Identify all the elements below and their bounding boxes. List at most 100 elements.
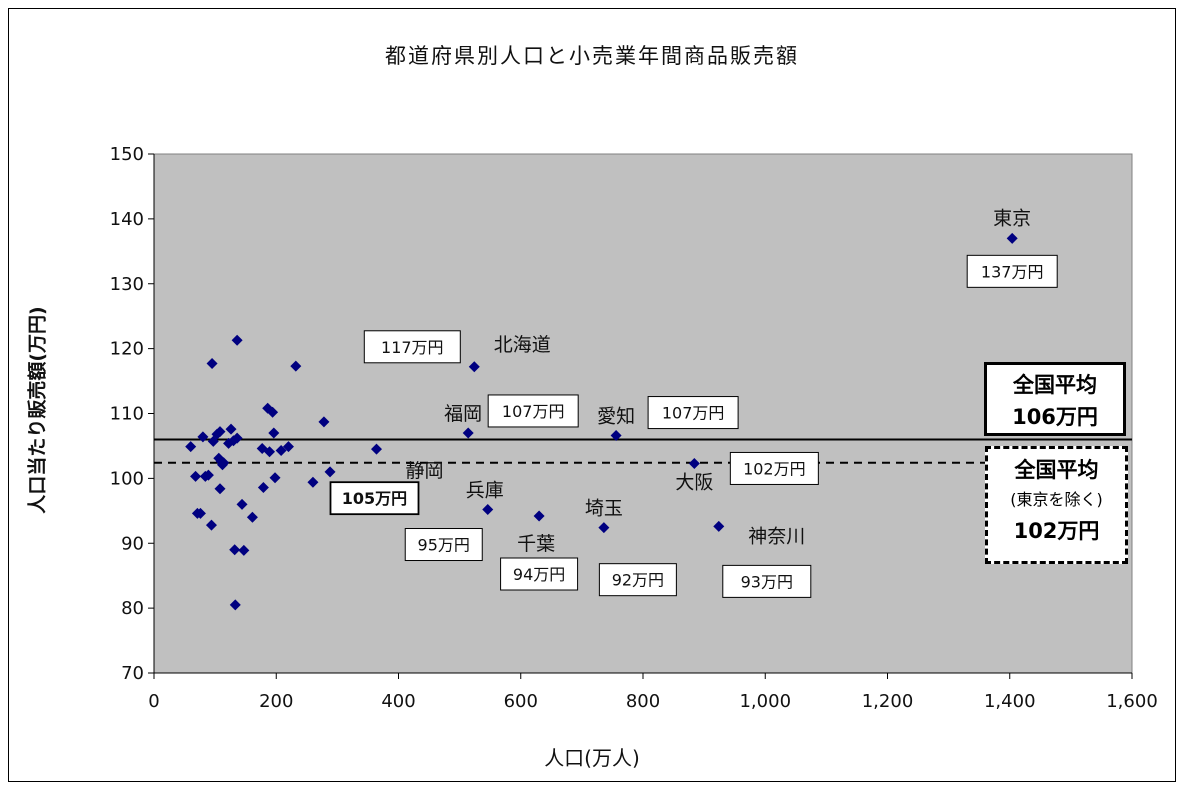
x-axis-title: 人口(万人)	[544, 746, 640, 770]
point-name-label: 大阪	[675, 471, 713, 493]
data-point	[197, 431, 209, 443]
value-label-box	[966, 254, 1058, 288]
x-tick-label: 0	[148, 691, 159, 712]
value-label-box	[404, 528, 483, 562]
y-tick-label: 80	[121, 598, 144, 619]
average-excl-title: 全国平均	[1014, 458, 1099, 482]
data-point	[324, 466, 336, 478]
value-label-box	[647, 396, 739, 430]
value-label-text: 107万円	[502, 402, 565, 421]
data-point	[218, 457, 230, 469]
data-point	[290, 360, 302, 372]
point-name-label: 北海道	[494, 334, 551, 356]
data-point	[246, 511, 258, 523]
y-tick-label: 70	[121, 663, 144, 684]
average-excl-value: 102万円	[1013, 519, 1100, 543]
y-tick-label: 150	[110, 144, 144, 165]
point-name-label: 千葉	[517, 533, 555, 555]
data-points	[185, 232, 1018, 611]
point-name-label: 東京	[993, 207, 1031, 229]
data-point	[307, 476, 319, 488]
x-tick-label: 400	[381, 691, 415, 712]
data-point	[236, 498, 248, 510]
data-point	[225, 423, 237, 435]
x-tick-label: 800	[626, 691, 660, 712]
point-name-label: 静岡	[405, 460, 443, 482]
point-name-label: 神奈川	[748, 525, 805, 547]
data-point	[202, 469, 214, 481]
value-label-box	[487, 394, 579, 428]
data-point	[206, 358, 218, 370]
data-point	[205, 519, 217, 531]
data-point	[610, 430, 622, 442]
data-point	[318, 416, 330, 428]
data-point	[214, 426, 226, 438]
value-label-text: 94万円	[513, 565, 565, 584]
data-point	[268, 427, 280, 439]
data-point	[231, 432, 243, 444]
x-tick-label: 600	[504, 691, 538, 712]
data-point	[482, 504, 494, 516]
value-label-text: 95万円	[418, 536, 470, 555]
data-point	[1006, 232, 1018, 244]
national-average-title: 全国平均	[1013, 373, 1097, 397]
value-label-text: 102万円	[743, 459, 806, 478]
data-point	[533, 510, 545, 522]
y-tick-label: 130	[110, 274, 144, 295]
data-point	[462, 427, 474, 439]
national-average-box: 全国平均 106万円	[984, 362, 1126, 436]
data-point	[185, 441, 197, 453]
y-tick-label: 110	[110, 404, 144, 425]
value-label-text: 107万円	[662, 404, 725, 423]
value-label-text: 93万円	[741, 572, 793, 591]
national-average-value: 106万円	[1012, 405, 1098, 429]
data-point	[269, 472, 281, 484]
value-label-box	[722, 564, 812, 598]
x-tick-label: 1,200	[862, 691, 914, 712]
value-label-text: 137万円	[981, 262, 1044, 281]
data-point	[598, 522, 610, 534]
chart-title: 都道府県別人口と小売業年間商品販売額	[385, 44, 799, 68]
data-point	[468, 361, 480, 373]
data-point	[190, 470, 202, 482]
reference-lines	[154, 438, 1132, 464]
x-tick-label: 1,000	[739, 691, 791, 712]
axes: 70 80 90 100 110 120 130 140 150 0 200 400 600 800 1,0…	[110, 144, 1158, 712]
value-label-box	[500, 557, 579, 591]
y-tick-label: 90	[121, 533, 144, 554]
data-point	[229, 544, 241, 556]
x-tick-label: 1,600	[1106, 691, 1158, 712]
value-label-box	[363, 330, 461, 364]
value-label-box	[729, 451, 819, 485]
point-name-label: 埼玉	[585, 498, 623, 520]
average-excl-note: (東京を除く)	[1010, 490, 1103, 509]
data-point	[688, 457, 700, 469]
point-name-label: 兵庫	[466, 480, 504, 502]
point-name-label: 愛知	[597, 406, 635, 428]
value-label-text: 117万円	[381, 338, 444, 357]
data-point	[713, 520, 725, 532]
y-tick-label: 100	[110, 468, 144, 489]
data-point	[275, 444, 287, 456]
average-excluding-tokyo-box: 全国平均 (東京を除く) 102万円	[985, 446, 1128, 564]
point-name-label: 福岡	[444, 403, 482, 425]
y-tick-label: 140	[110, 209, 144, 230]
data-point	[238, 544, 250, 556]
data-point	[267, 406, 279, 418]
data-point	[282, 441, 294, 453]
data-point	[370, 443, 382, 455]
value-label-text: 92万円	[612, 571, 664, 590]
data-point	[257, 481, 269, 493]
data-point	[194, 507, 206, 519]
data-point	[231, 334, 243, 346]
x-tick-label: 200	[259, 691, 293, 712]
value-label-box	[329, 481, 420, 516]
value-label-text: 105万円	[342, 489, 407, 508]
value-label-box	[598, 563, 677, 597]
data-point	[264, 446, 276, 458]
y-tick-label: 120	[110, 339, 144, 360]
data-point	[229, 599, 241, 611]
data-point	[214, 483, 226, 495]
